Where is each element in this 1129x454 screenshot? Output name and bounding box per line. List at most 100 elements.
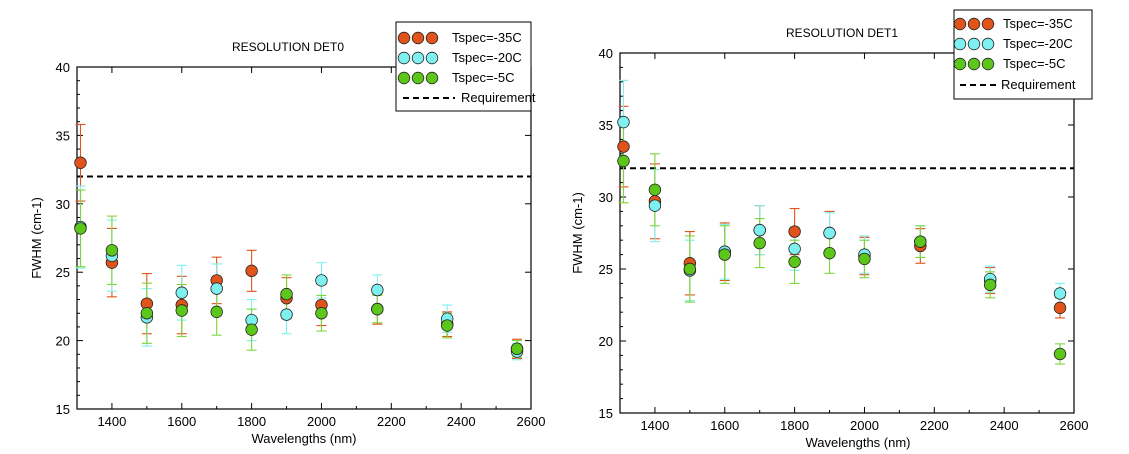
data-point-m5: [788, 255, 801, 268]
y-tick-label: 35: [599, 118, 613, 133]
data-point-m20: [617, 115, 630, 129]
data-point-m5: [315, 307, 328, 320]
x-tick-label: 1800: [237, 414, 266, 429]
data-point-m35: [74, 156, 87, 169]
legend-marker-m20: [953, 37, 967, 51]
legend-label-tspec-m20: Tspec=-20C: [452, 50, 522, 65]
data-point-m35: [788, 225, 801, 238]
y-axis-label: FWHM (cm-1): [29, 197, 44, 279]
legend-marker-m5: [981, 57, 995, 71]
y-tick-label: 20: [599, 334, 613, 349]
data-point-m5: [245, 323, 258, 336]
legend-marker-m20: [967, 37, 981, 51]
legend-marker-m20: [981, 37, 995, 51]
x-tick-label: 2000: [307, 414, 336, 429]
axis-ticks: 1400 1600 1800 2000 2200 2400 2600 15 20 25 30 35 40: [56, 60, 546, 429]
data-point-m5: [858, 252, 871, 266]
plot-area-frame: [76, 66, 532, 410]
legend-marker-m35: [411, 31, 425, 45]
data-point-m5: [510, 342, 524, 356]
chart-title: RESOLUTION DET0: [232, 40, 344, 54]
data-marks: [74, 123, 524, 361]
legend-marker-m20: [411, 51, 425, 65]
data-point-m5: [823, 246, 836, 260]
x-tick-label: 1600: [167, 414, 196, 429]
legend-marker-m5: [953, 57, 967, 71]
data-point-m20: [648, 199, 662, 212]
y-tick-label: 35: [56, 128, 70, 143]
x-tick-label: 2200: [377, 414, 406, 429]
y-tick-label: 20: [56, 334, 70, 349]
axis-ticks: 1400 1600 1800 2000 2200 2400 2600 15 20 25 30 35 40: [599, 46, 1089, 433]
y-tick-label: 30: [599, 190, 613, 205]
y-tick-label: 15: [56, 402, 70, 417]
x-tick-label: 1400: [97, 414, 126, 429]
data-point-m20: [371, 283, 384, 297]
data-point-m20: [315, 274, 328, 287]
x-tick-label: 1400: [640, 418, 669, 433]
y-tick-label: 25: [599, 262, 613, 277]
y-tick-label: 30: [56, 197, 70, 212]
legend-marker-m5: [411, 71, 425, 85]
data-point-m5: [718, 248, 731, 261]
legend-label-tspec-m35: Tspec=-35C: [1003, 16, 1073, 31]
data-point-m5: [648, 183, 662, 197]
y-tick-label: 25: [56, 265, 70, 280]
x-axis-label: Wavelengths (nm): [806, 435, 911, 450]
y-tick-label: 40: [599, 46, 613, 61]
data-point-m5: [210, 305, 223, 319]
legend-marker-m35: [397, 31, 411, 45]
y-tick-label: 40: [56, 60, 70, 75]
data-point-m20: [210, 282, 223, 295]
legend-label-requirement: Requirement: [461, 90, 536, 105]
data-point-m5: [140, 307, 154, 320]
legend: Tspec=-35C Tspec=-20C Tspec=-5C Requirem…: [395, 21, 536, 112]
x-tick-label: 1800: [780, 418, 809, 433]
legend-label-tspec-m5: Tspec=-5C: [1003, 56, 1066, 71]
y-axis-label: FWHM (cm-1): [570, 192, 585, 274]
data-point-m20: [1053, 287, 1067, 300]
data-point-m5: [371, 302, 384, 316]
data-point-m5: [175, 304, 188, 317]
legend-marker-m20: [425, 51, 439, 65]
data-point-m5: [683, 262, 697, 276]
legend-marker-m5: [425, 71, 439, 85]
data-point-m20: [753, 223, 766, 237]
legend-marker-m35: [981, 17, 995, 31]
legend-marker-m35: [425, 31, 439, 45]
legend-label-requirement: Requirement: [1001, 77, 1076, 92]
data-point-m5: [440, 319, 454, 332]
y-tick-label: 15: [599, 406, 613, 421]
legend-marker-m20: [397, 51, 411, 65]
legend-markers: [953, 17, 998, 86]
data-point-m20: [823, 226, 836, 240]
x-tick-label: 2400: [990, 418, 1019, 433]
chart-det1: RESOLUTION DET1 Wavelengths (nm) FWHM (c…: [570, 9, 1093, 450]
legend-markers: [397, 31, 455, 99]
legend-label-tspec-m5: Tspec=-5C: [452, 70, 515, 85]
x-tick-label: 2400: [447, 414, 476, 429]
data-point-m5: [914, 235, 927, 248]
legend-marker-m35: [967, 17, 981, 31]
data-point-m20: [175, 286, 188, 299]
data-point-m5: [617, 154, 630, 168]
chart-det0: RESOLUTION DET0 Wavelengths (nm) FWHM (c…: [29, 21, 546, 446]
data-point-m5: [983, 278, 997, 292]
data-point-m20: [280, 308, 293, 321]
x-tick-label: 2200: [920, 418, 949, 433]
x-tick-label: 1600: [710, 418, 739, 433]
data-point-m5: [280, 287, 293, 301]
data-point-m35: [1053, 301, 1067, 315]
x-axis-label: Wavelengths (nm): [252, 431, 357, 446]
x-tick-label: 2000: [850, 418, 879, 433]
legend-marker-m35: [953, 17, 967, 31]
x-tick-label: 2600: [517, 414, 546, 429]
legend-marker-m5: [967, 57, 981, 71]
legend-marker-m5: [397, 71, 411, 85]
legend-label-tspec-m35: Tspec=-35C: [452, 30, 522, 45]
plot-area-frame: [619, 52, 1075, 414]
data-point-m5: [74, 222, 87, 235]
legend-label-tspec-m20: Tspec=-20C: [1003, 36, 1073, 51]
data-point-m5: [105, 244, 119, 257]
